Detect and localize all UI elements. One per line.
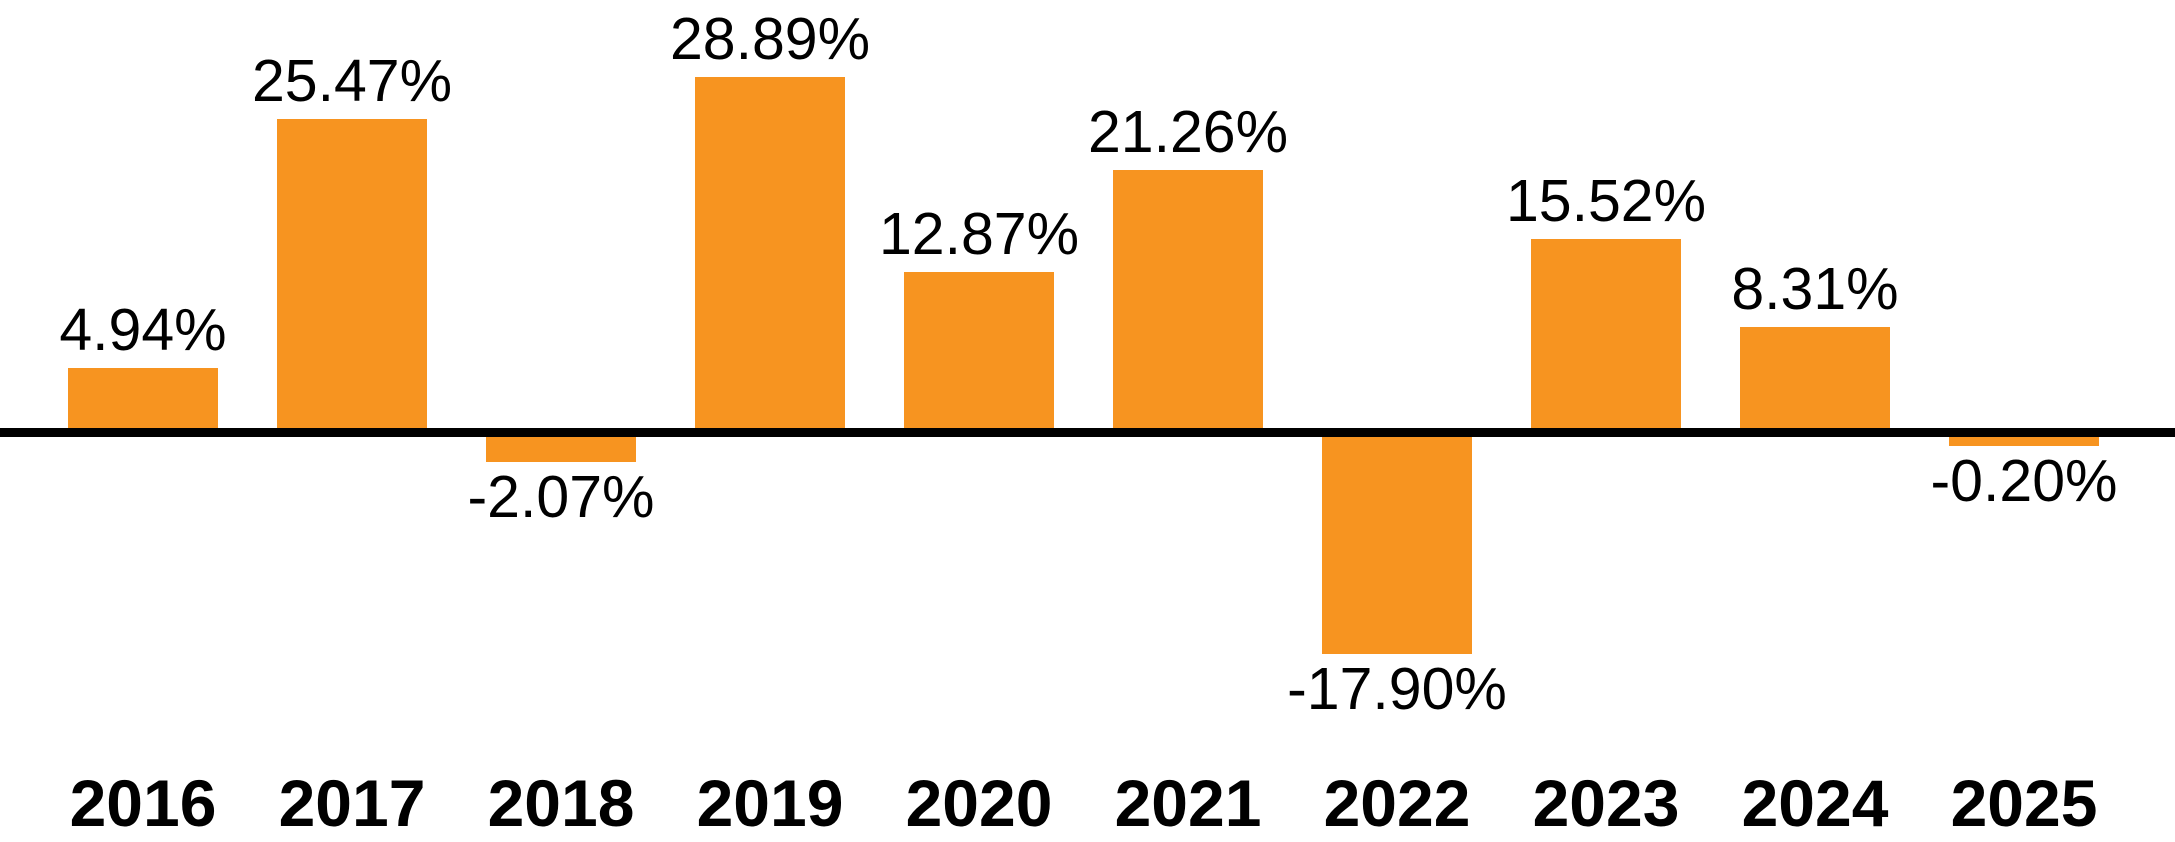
bar-2025 (1949, 437, 2099, 446)
value-label-2016: 4.94% (59, 296, 227, 363)
value-label-2022: -17.90% (1287, 656, 1507, 723)
bar-2020 (904, 271, 1054, 428)
value-label-2025: -0.20% (1930, 448, 2118, 514)
value-label-2023: 15.52% (1505, 168, 1707, 235)
bar-2022 (1322, 437, 1472, 655)
value-label-2018: -2.07% (467, 464, 655, 531)
value-label-2024: 8.31% (1731, 256, 1899, 323)
bar-2016 (68, 367, 218, 428)
zero-axis-line (0, 428, 2175, 437)
value-label-2020: 12.87% (878, 200, 1080, 267)
value-label-2021: 21.26% (1087, 98, 1289, 165)
x-tick-2016: 2016 (69, 766, 217, 840)
x-tick-2023: 2023 (1532, 766, 1680, 840)
bar-2024 (1740, 327, 1890, 428)
x-tick-2017: 2017 (278, 766, 426, 840)
bar-2023 (1531, 239, 1681, 428)
x-tick-2025: 2025 (1950, 766, 2098, 840)
x-tick-2020: 2020 (905, 766, 1053, 840)
value-label-2017: 25.47% (251, 47, 453, 114)
x-tick-2021: 2021 (1114, 766, 1262, 840)
x-tick-2019: 2019 (696, 766, 844, 840)
x-tick-2022: 2022 (1323, 766, 1471, 840)
bar-2017 (277, 118, 427, 428)
value-label-2019: 28.89% (669, 6, 871, 72)
x-tick-2018: 2018 (487, 766, 635, 840)
x-tick-2024: 2024 (1741, 766, 1889, 840)
bar-2021 (1113, 169, 1263, 428)
bar-2019 (695, 76, 845, 428)
bar-2018 (486, 437, 636, 463)
